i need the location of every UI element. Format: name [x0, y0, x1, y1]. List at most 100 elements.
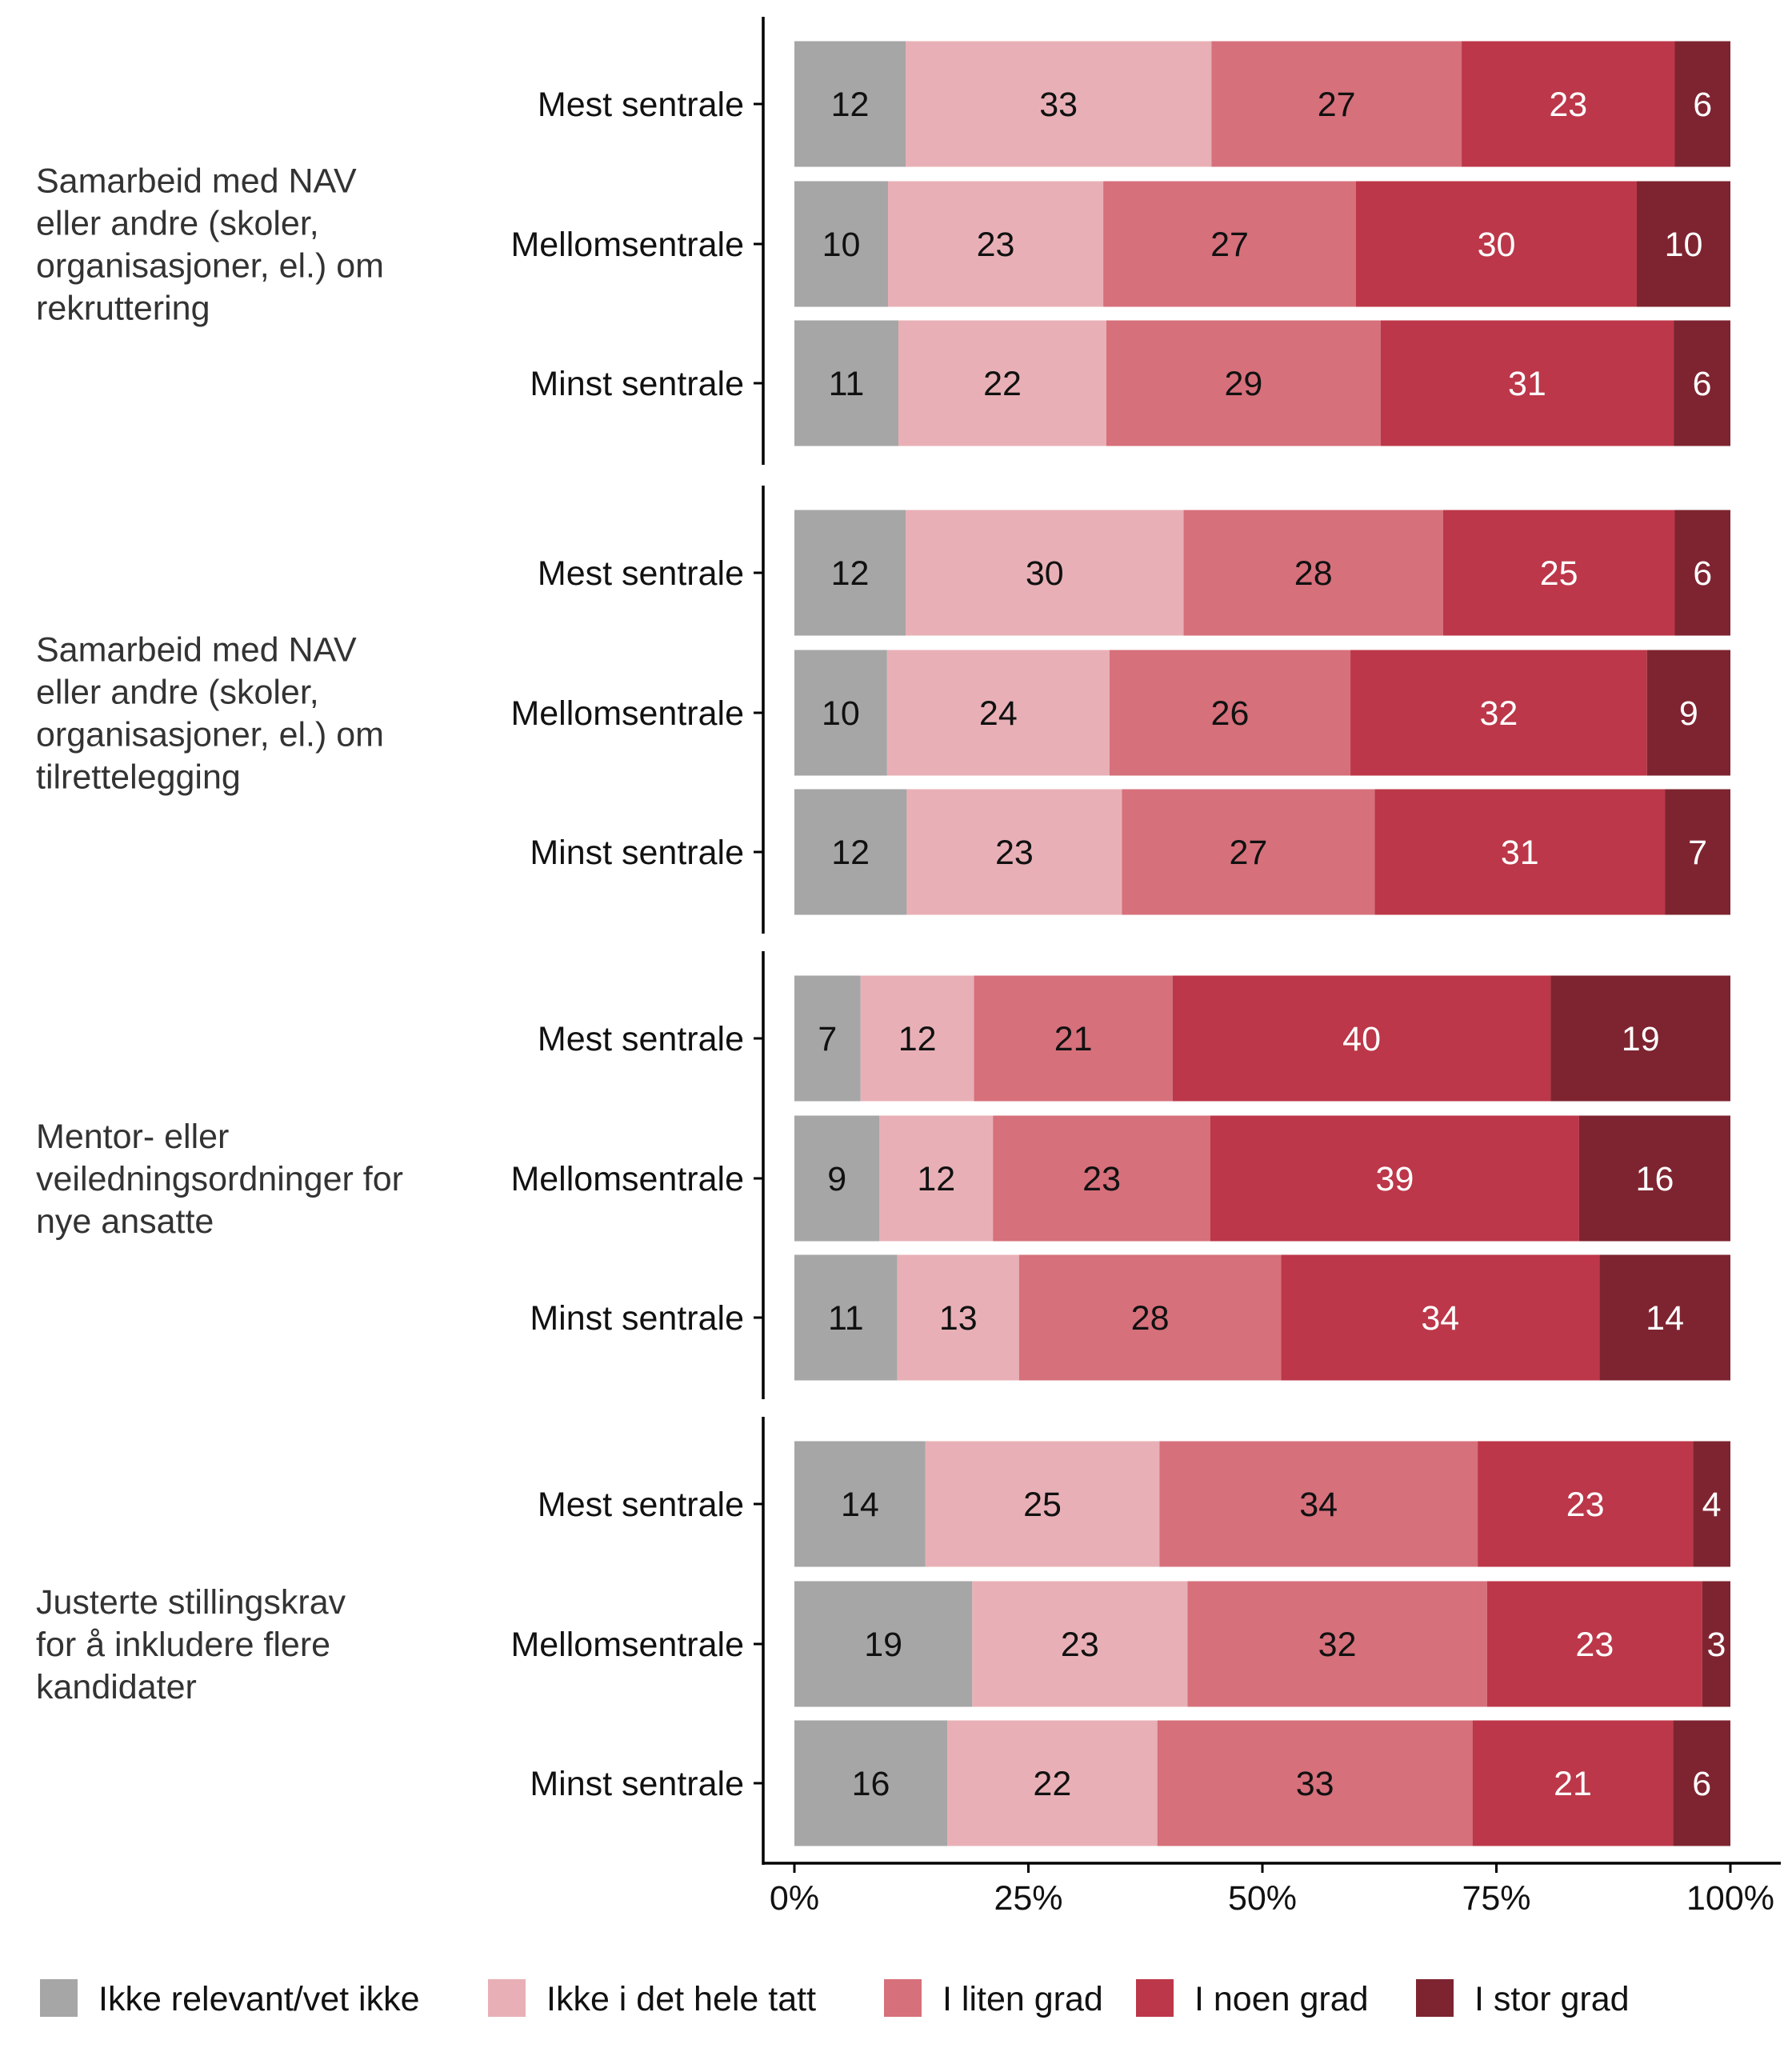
group-label-line: rekruttering — [36, 290, 210, 328]
bar-segment — [879, 1115, 994, 1242]
data-label: 7 — [1688, 834, 1707, 872]
legend-swatch — [884, 1979, 922, 2017]
bar-segment — [1637, 181, 1730, 307]
legend-item: I liten grad — [884, 1979, 1103, 2018]
group-label-line: tilrettelegging — [36, 758, 241, 797]
legend-item: I stor grad — [1416, 1979, 1630, 2018]
bar-row: 7 12 21 40 19 — [794, 975, 1730, 1102]
data-label: 30 — [1478, 226, 1516, 264]
legend-label: I stor grad — [1474, 1980, 1630, 2018]
group-label-line: organisasjoner, el.) om — [36, 247, 384, 286]
bar-row: 12 33 27 23 6 — [794, 41, 1730, 167]
bar-segment — [794, 1115, 880, 1242]
bar-segment — [1599, 1254, 1730, 1381]
data-label: 34 — [1421, 1299, 1459, 1338]
bar-segment — [897, 1254, 1019, 1381]
bar-segment — [1702, 1581, 1730, 1707]
bar-segment — [1122, 789, 1375, 915]
group-label-line: for å inkludere flere — [36, 1626, 330, 1664]
y-tick-label: Mest sentrale — [538, 1020, 744, 1058]
bar-row: 16 22 33 21 6 — [794, 1720, 1730, 1846]
y-tick-label: Mellomsentrale — [510, 226, 744, 264]
legend: Ikke relevant/vet ikke Ikke i det hele ta… — [40, 1979, 1630, 2018]
group-label-line: Samarbeid med NAV — [36, 631, 357, 670]
data-label: 16 — [852, 1765, 890, 1803]
data-label: 24 — [979, 694, 1018, 733]
data-label: 10 — [822, 694, 860, 733]
bar-segment — [794, 650, 887, 776]
legend-swatch — [1416, 1979, 1454, 2017]
data-label: 40 — [1342, 1020, 1381, 1058]
bar-segment — [1109, 650, 1351, 776]
bar-segment — [794, 1254, 898, 1381]
legend-item: Ikke i det hele tatt — [488, 1979, 816, 2018]
bar-segment — [1350, 650, 1647, 776]
bar-segment — [860, 975, 974, 1102]
data-label: 3 — [1706, 1626, 1726, 1664]
data-label: 23 — [1082, 1160, 1121, 1198]
data-label: 16 — [1636, 1160, 1674, 1198]
bar-segment — [1550, 975, 1730, 1102]
bar-segment — [794, 1581, 973, 1707]
group-label-line: kandidater — [36, 1668, 197, 1706]
data-label: 29 — [1224, 365, 1262, 403]
bar-segment — [906, 41, 1212, 167]
data-label: 32 — [1479, 694, 1518, 733]
legend-label: I liten grad — [942, 1980, 1103, 2018]
panel-group-4: Justerte stillingskrav for å inkludere fl… — [36, 1417, 1730, 1865]
bar-segment — [1472, 1720, 1674, 1846]
legend-swatch — [40, 1979, 78, 2017]
data-label: 33 — [1039, 86, 1078, 124]
data-label: 12 — [831, 834, 870, 872]
bar-row: 19 23 32 23 3 — [794, 1581, 1730, 1707]
bar-segment — [947, 1720, 1158, 1846]
data-label: 28 — [1294, 554, 1333, 593]
data-label: 23 — [1549, 86, 1587, 124]
data-label: 19 — [864, 1626, 902, 1664]
group-label-line: Samarbeid med NAV — [36, 162, 357, 201]
group-label-line: organisasjoner, el.) om — [36, 716, 384, 754]
group-label: Samarbeid med NAV eller andre (skoler, org… — [36, 162, 384, 328]
data-label: 4 — [1702, 1486, 1722, 1524]
y-tick-label: Mellomsentrale — [510, 1626, 744, 1664]
legend-swatch — [488, 1979, 526, 2017]
group-label-line: eller andre (skoler, — [36, 674, 319, 712]
data-label: 27 — [1318, 86, 1356, 124]
bar-segment — [1380, 320, 1674, 446]
bar-segment — [993, 1115, 1210, 1242]
bar-segment — [794, 181, 888, 307]
y-tick-label: Mest sentrale — [538, 86, 744, 124]
y-tick-label: Mest sentrale — [538, 1486, 744, 1524]
data-label: 22 — [983, 365, 1022, 403]
bar-segment — [794, 1720, 948, 1846]
group-label: Samarbeid med NAV eller andre (skoler, org… — [36, 631, 384, 797]
data-label: 10 — [822, 226, 861, 264]
bar-segment — [1578, 1115, 1730, 1242]
y-tick-label: Minst sentrale — [530, 1765, 744, 1803]
bar-row: 12 30 28 25 6 — [794, 510, 1730, 636]
data-label: 12 — [898, 1020, 937, 1058]
group-label-line: Justerte stillingskrav — [36, 1583, 346, 1622]
data-label: 23 — [977, 226, 1015, 264]
bar-segment — [886, 650, 1110, 776]
bar-segment — [1183, 510, 1443, 636]
legend-label: I noen grad — [1194, 1980, 1369, 2018]
legend-item: Ikke relevant/vet ikke — [40, 1979, 420, 2018]
bar-segment — [1106, 320, 1381, 446]
bar-row: 11 13 28 34 14 — [794, 1254, 1730, 1381]
x-tick-label: 75% — [1462, 1879, 1530, 1918]
bar-segment — [974, 975, 1173, 1102]
data-label: 9 — [827, 1160, 846, 1198]
bar-segment — [794, 975, 861, 1102]
panels: Samarbeid med NAV eller andre (skoler, org… — [36, 17, 1730, 1865]
data-label: 25 — [1023, 1486, 1062, 1524]
group-label-line: Mentor- eller — [36, 1118, 229, 1156]
legend-label: Ikke i det hele tatt — [546, 1980, 816, 2018]
y-tick-label: Minst sentrale — [530, 834, 744, 872]
bar-segment — [1103, 181, 1356, 307]
x-tick-label: 100% — [1686, 1879, 1774, 1918]
group-label-line: eller andre (skoler, — [36, 205, 319, 243]
data-label: 13 — [939, 1299, 978, 1338]
bar-row: 12 23 27 31 7 — [794, 789, 1730, 915]
